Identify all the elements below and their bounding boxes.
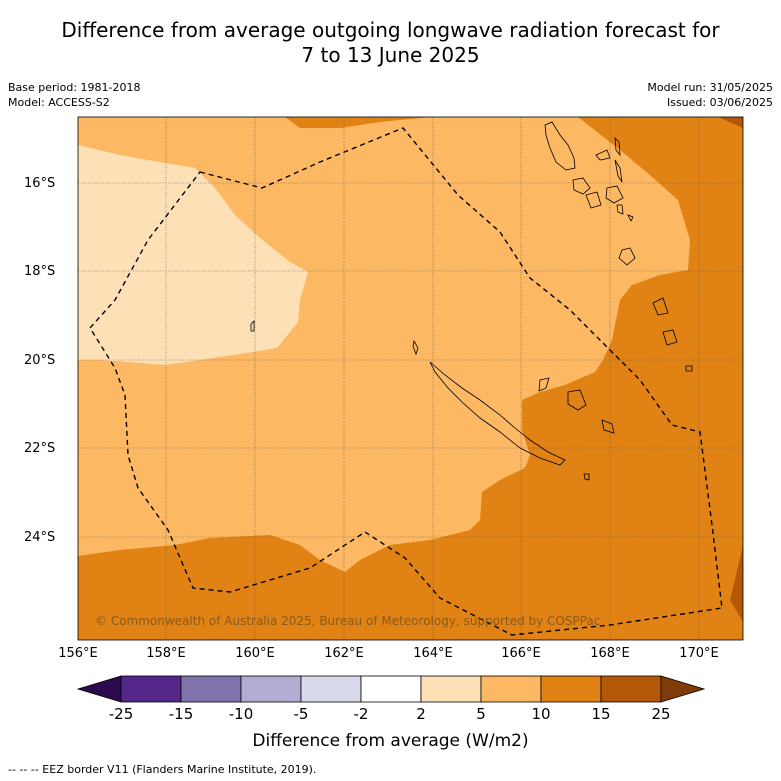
colorbar-tick: 10: [531, 705, 551, 723]
eez-footnote: -- -- -- EEZ border V11 (Flanders Marine…: [8, 763, 317, 776]
colorbar-tick: 25: [651, 705, 671, 723]
lon-label-160e: 160°E: [235, 646, 275, 661]
lat-label-18s: 18°S: [24, 264, 56, 279]
model-name: Model: ACCESS-S2: [8, 96, 110, 109]
coastlines: [250, 121, 693, 481]
issued-date: Issued: 03/06/2025: [666, 96, 773, 109]
colorbar: [76, 675, 706, 703]
lat-label-22s: 22°S: [24, 441, 56, 456]
lon-label-158e: 158°E: [146, 646, 186, 661]
meta-right: Model run: 31/05/2025 Issued: 03/06/2025: [647, 80, 773, 110]
base-period: Base period: 1981-2018: [8, 81, 141, 94]
map-frame: [77, 116, 744, 641]
lon-label-156e: 156°E: [58, 646, 98, 661]
band-10-15: [78, 117, 743, 640]
lon-label-168e: 168°E: [590, 646, 630, 661]
map-title: Difference from average outgoing longwav…: [0, 18, 781, 68]
graticule: [78, 117, 743, 640]
band-2-5: [78, 145, 308, 365]
colorbar-tick: -15: [168, 705, 194, 723]
colorbar-tick: 15: [591, 705, 611, 723]
band-15-25-se: [730, 545, 743, 622]
meta-left: Base period: 1981-2018 Model: ACCESS-S2: [8, 80, 140, 110]
colorbar-tick: -5: [293, 705, 309, 723]
colorbar-tick: 2: [416, 705, 426, 723]
lon-label-162e: 162°E: [324, 646, 364, 661]
lon-label-170e: 170°E: [679, 646, 719, 661]
vanuatu: [544, 121, 576, 171]
lon-label-166e: 166°E: [501, 646, 541, 661]
colorbar-tick: 5: [476, 705, 486, 723]
colorbar-lower-extend: [76, 675, 122, 703]
colorbar-tick: -2: [353, 705, 369, 723]
eez-border: [89, 127, 723, 636]
colorbar-tick: -25: [108, 705, 134, 723]
lat-label-24s: 24°S: [24, 530, 56, 545]
title-line-1: Difference from average outgoing longwav…: [61, 18, 720, 42]
copyright-notice: © Commonwealth of Australia 2025, Bureau…: [95, 614, 601, 628]
new-caledonia: [429, 361, 566, 466]
map-fill: [78, 117, 743, 640]
colorbar-upper-extend: [660, 675, 706, 703]
colorbar-tick: -10: [228, 705, 254, 723]
lon-label-164e: 164°E: [413, 646, 453, 661]
lat-label-20s: 20°S: [24, 353, 56, 368]
model-run: Model run: 31/05/2025: [647, 81, 773, 94]
title-line-2: 7 to 13 June 2025: [301, 43, 480, 67]
lat-label-16s: 16°S: [24, 176, 56, 191]
band-15-25-ne: [718, 117, 743, 128]
band-10-15-top: [285, 117, 430, 128]
colorbar-title: Difference from average (W/m2): [252, 731, 529, 751]
